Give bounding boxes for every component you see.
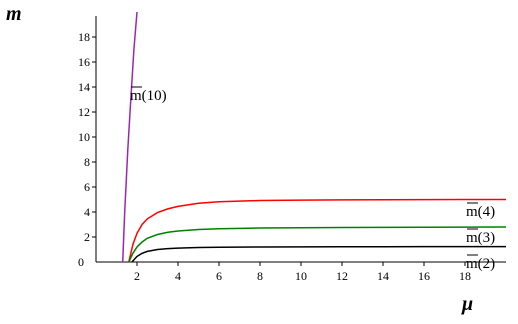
series-line	[131, 245, 506, 263]
x-tick-label: 18	[459, 269, 471, 283]
series-label: m(3)	[466, 228, 495, 246]
y-tick-label: 4	[84, 205, 90, 219]
series-labels: m(10) m(4) m(3) m(2)	[130, 86, 495, 272]
series-label-text: m(10)	[130, 88, 167, 104]
axes: 2 4 6 8 10 12 14 16 18 2 4 6 8 10 12 14 16 18	[78, 16, 506, 283]
series-line	[128, 198, 506, 263]
y-tick-label: 12	[78, 105, 90, 119]
x-tick-label: 16	[418, 269, 430, 283]
x-tick-label: 14	[377, 269, 389, 283]
y-tick-label: 16	[78, 55, 90, 69]
x-tick-label: 2	[134, 269, 140, 283]
x-tick-label: 4	[175, 269, 181, 283]
x-tick-label: 6	[216, 269, 222, 283]
series-label-text: m(4)	[466, 204, 495, 220]
x-axis-label: μ	[461, 293, 473, 315]
x-tick-label: 12	[336, 269, 348, 283]
series-label: m(4)	[466, 202, 495, 220]
series-label: m(10)	[130, 86, 167, 104]
y-tick-label: 14	[78, 80, 90, 94]
series-label-text: m(3)	[466, 230, 495, 246]
y-tick-label: 8	[84, 155, 90, 169]
y-axis-label: m	[6, 3, 22, 25]
y-tick-label: 18	[78, 30, 90, 44]
series-lines	[121, 11, 507, 263]
x-tick-label: 8	[257, 269, 263, 283]
series-label-text: m(2)	[466, 256, 495, 272]
x-tick-label: 10	[295, 269, 307, 283]
series-line	[121, 11, 138, 263]
y-tick-label: 2	[84, 230, 90, 244]
origin-label: 0	[78, 255, 84, 269]
y-tick-label: 10	[78, 130, 90, 144]
series-label: m(2)	[466, 254, 495, 272]
series-line	[128, 226, 507, 263]
y-tick-label: 6	[84, 180, 90, 194]
